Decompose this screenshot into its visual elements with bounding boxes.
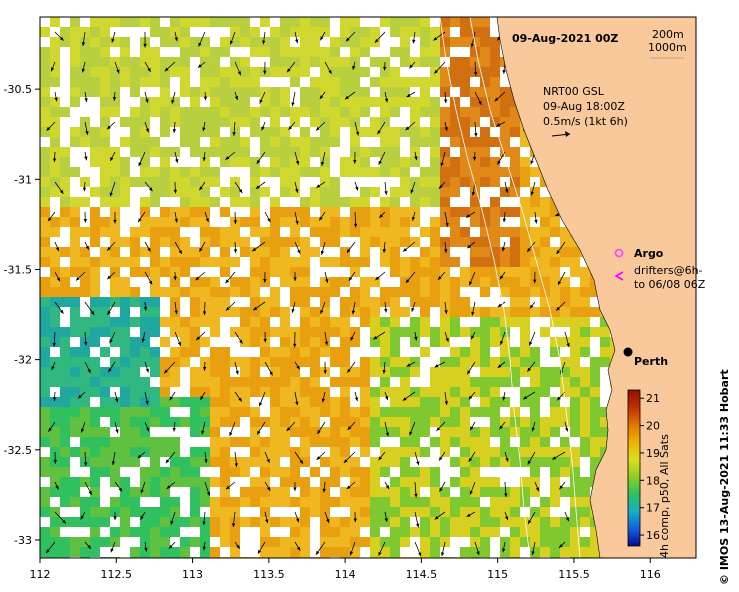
perth-marker-icon bbox=[623, 347, 633, 357]
colorbar-tick-label: 16 bbox=[646, 529, 660, 542]
drifter-marker-icon bbox=[614, 271, 624, 281]
y-tick-label: -33 bbox=[14, 534, 32, 547]
y-tick-label: -31.5 bbox=[4, 263, 32, 276]
land-mass bbox=[496, 17, 696, 558]
argo-marker-icon bbox=[614, 248, 624, 258]
current-legend-line-3: 0.5m/s (1kt 6h) bbox=[543, 115, 628, 128]
isobath-1000m bbox=[439, 17, 531, 558]
depth-legend-200m: 200m bbox=[652, 28, 684, 41]
y-tick-label: -32 bbox=[14, 354, 32, 367]
x-tick-label: 116 bbox=[640, 568, 661, 581]
colorbar-scale bbox=[627, 389, 641, 547]
y-tick-label: -31 bbox=[14, 173, 32, 186]
drifters-label-2: to 06/08 06Z bbox=[634, 278, 706, 291]
current-legend-arrow bbox=[551, 131, 571, 137]
credit-text: © IMOS 13-Aug-2021 11:33 Hobart bbox=[718, 369, 731, 585]
x-axis: 112 112.5 113 113.5 114 114.5 115 115.5 116 bbox=[30, 558, 661, 581]
colorbar-tick-label: 20 bbox=[646, 420, 660, 433]
plot-frame bbox=[39, 16, 697, 559]
colorbar-tick-label: 17 bbox=[646, 502, 660, 515]
x-tick-label: 112.5 bbox=[101, 568, 133, 581]
colorbar-tick-label: 21 bbox=[646, 392, 660, 405]
colorbar: 21 20 19 18 17 16 4h comp, p50, All Sats bbox=[627, 389, 671, 558]
current-legend-line-2: 09-Aug 18:00Z bbox=[543, 100, 625, 113]
x-tick-label: 112 bbox=[30, 568, 51, 581]
x-tick-label: 114.5 bbox=[406, 568, 438, 581]
x-tick-label: 115 bbox=[487, 568, 508, 581]
current-legend-line-1: NRT00 GSL bbox=[543, 85, 605, 98]
y-axis: -30.5 -31 -31.5 -32 -32.5 -33 bbox=[4, 83, 40, 547]
colorbar-ticks: 21 20 19 18 17 16 bbox=[640, 392, 660, 542]
x-tick-label: 113.5 bbox=[253, 568, 285, 581]
map-date: 09-Aug-2021 00Z bbox=[512, 32, 618, 45]
colorbar-tick-label: 18 bbox=[646, 474, 660, 487]
x-tick-label: 115.5 bbox=[558, 568, 590, 581]
x-tick-label: 114 bbox=[335, 568, 356, 581]
colorbar-tick-label: 19 bbox=[646, 447, 660, 460]
depth-legend-1000m: 1000m bbox=[648, 41, 687, 54]
drifters-label-1: drifters@6h- bbox=[634, 264, 703, 277]
argo-label: Argo bbox=[634, 247, 664, 260]
x-tick-label: 113 bbox=[182, 568, 203, 581]
isobath-200m bbox=[469, 17, 581, 558]
perth-label: Perth bbox=[634, 355, 668, 368]
y-tick-label: -30.5 bbox=[4, 83, 32, 96]
colorbar-label: 4h comp, p50, All Sats bbox=[658, 434, 671, 558]
map-plot-area bbox=[40, 17, 696, 558]
y-tick-label: -32.5 bbox=[4, 444, 32, 457]
